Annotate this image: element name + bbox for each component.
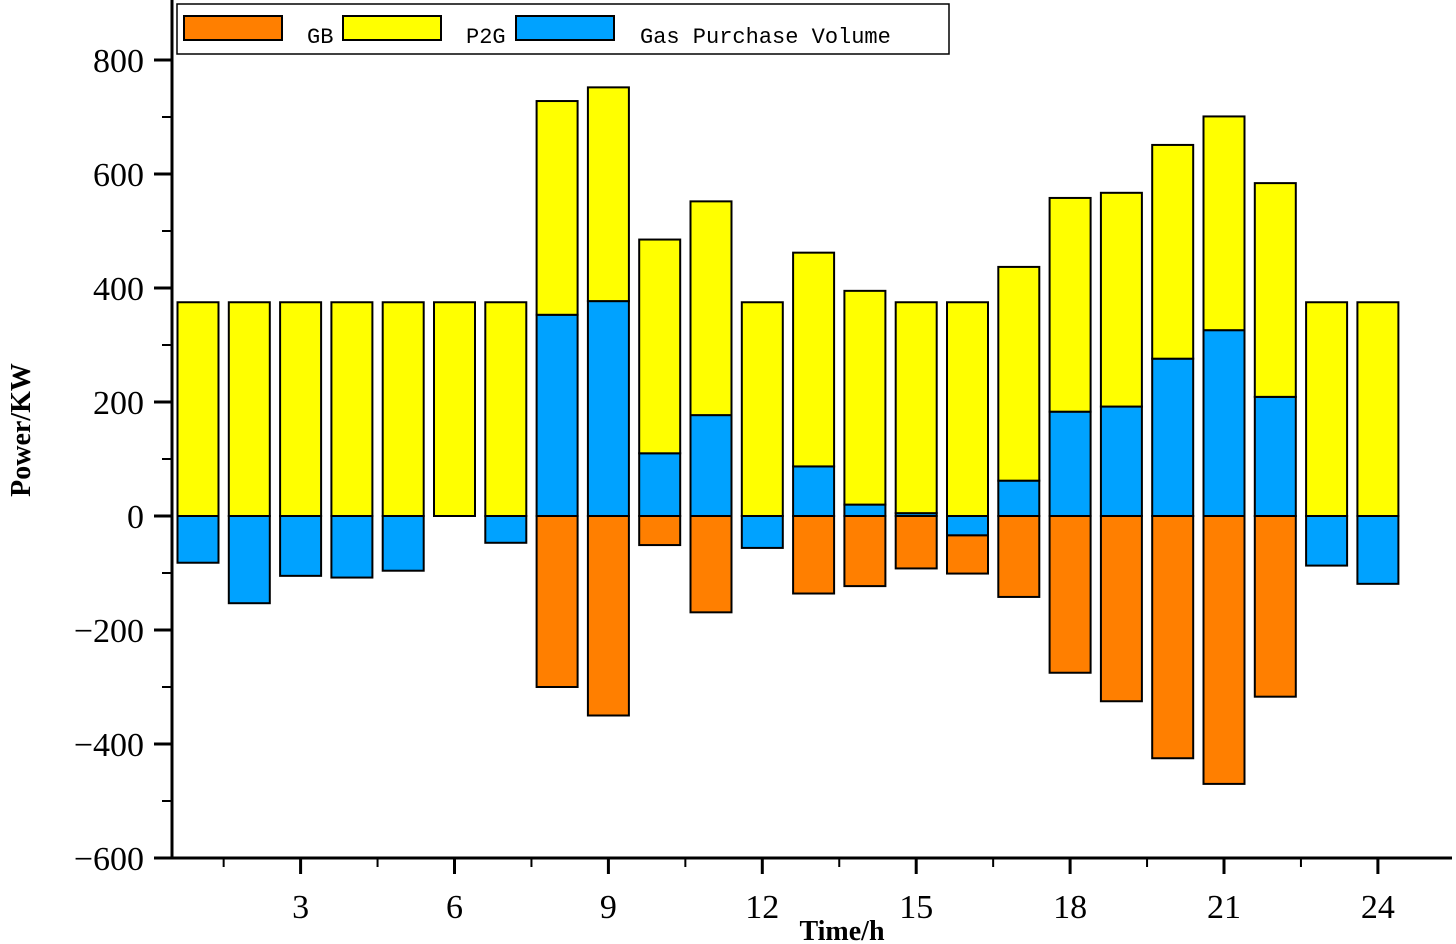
bar-p2g-2: [227, 301, 271, 517]
bar-p2g-22: [1253, 182, 1297, 398]
x-tick-label-15: 15: [899, 889, 933, 926]
bar-p2g-21: [1202, 115, 1246, 332]
x-tick-label-6: 6: [446, 889, 463, 926]
bar-p2g-9: [586, 86, 630, 303]
y-tick-label--600: −600: [74, 841, 144, 878]
legend-swatch-gas-purchase-volume: [515, 15, 615, 41]
bar-p2g-1: [176, 301, 220, 517]
bar-p2g-16: [946, 301, 989, 517]
x-tick-label-18: 18: [1053, 889, 1087, 926]
y-tick-label--200: −200: [74, 613, 144, 650]
bar-gb-19: [1099, 515, 1143, 703]
axes-layer: −600 −400 −200 0 200 400 600 800 3 6 9 12 15 18 21 24: [74, 0, 1452, 926]
bar-gb-9: [586, 515, 630, 717]
bar-p2g-8: [535, 100, 579, 316]
x-tick-label-9: 9: [600, 889, 617, 926]
legend: GB P2G Gas Purchase Volume: [176, 3, 950, 55]
bar-gb-8: [535, 515, 579, 688]
bar-gas-purchase-pos-18: [1048, 410, 1092, 517]
bar-gas-purchase-pos-21: [1202, 329, 1246, 517]
legend-label-gb: GB: [307, 25, 333, 50]
bar-p2g-5: [381, 301, 425, 517]
bar-p2g-11: [689, 200, 733, 417]
bar-p2g-13: [792, 251, 836, 468]
bar-gas-purchase-pos-11: [689, 414, 733, 517]
bar-gas-purchase-neg-2: [227, 515, 271, 605]
bar-p2g-20: [1151, 143, 1195, 360]
bars-layer: [176, 86, 1400, 785]
bar-gas-purchase-neg-23: [1305, 515, 1349, 567]
x-tick-label-3: 3: [292, 889, 309, 926]
bar-gb-16: [946, 534, 989, 575]
legend-label-gas-purchase-volume: Gas Purchase Volume: [640, 25, 891, 50]
legend-swatch-gb: [183, 15, 283, 41]
x-tick-label-24: 24: [1361, 889, 1395, 926]
bar-gas-purchase-pos-19: [1099, 405, 1143, 517]
bar-p2g-24: [1356, 301, 1400, 517]
bar-gb-15: [894, 515, 938, 570]
bar-gas-purchase-neg-24: [1356, 515, 1400, 585]
bar-gb-21: [1202, 515, 1246, 785]
y-tick-label-0: 0: [127, 499, 144, 536]
bar-gas-purchase-neg-7: [484, 515, 528, 544]
bar-gas-purchase-pos-20: [1151, 357, 1195, 517]
y-axis-title: Power/KW: [6, 363, 37, 497]
bar-gas-purchase-pos-10: [638, 452, 682, 517]
bar-p2g-18: [1048, 196, 1092, 413]
y-tick-label-600: 600: [93, 157, 144, 194]
bar-gas-purchase-pos-17: [997, 479, 1041, 518]
y-tick-label-800: 800: [93, 43, 144, 80]
bar-gb-10: [638, 515, 682, 547]
bar-p2g-12: [740, 301, 784, 517]
bar-p2g-15: [894, 301, 938, 515]
bar-gas-purchase-neg-4: [330, 515, 374, 579]
y-tick-label-200: 200: [93, 385, 144, 422]
bar-gb-18: [1048, 515, 1092, 674]
legend-label-p2g: P2G: [466, 25, 506, 50]
bar-gb-22: [1253, 515, 1297, 698]
legend-swatch-p2g: [342, 15, 442, 41]
x-axis-title: Time/h: [799, 916, 884, 944]
bar-gas-purchase-pos-9: [586, 300, 630, 517]
y-tick-label--400: −400: [74, 727, 144, 764]
bar-gas-purchase-neg-5: [381, 515, 425, 572]
bar-p2g-4: [330, 301, 374, 517]
bar-gb-17: [997, 515, 1041, 598]
bar-gb-20: [1151, 515, 1195, 760]
bar-p2g-23: [1305, 301, 1349, 517]
bar-p2g-3: [279, 301, 323, 517]
bar-p2g-7: [484, 301, 528, 517]
x-tick-label-21: 21: [1207, 889, 1241, 926]
bar-p2g-19: [1099, 191, 1143, 408]
bar-gas-purchase-pos-22: [1253, 395, 1297, 517]
x-tick-label-12: 12: [745, 889, 779, 926]
bar-gas-purchase-pos-13: [792, 465, 836, 518]
bar-p2g-6: [433, 301, 476, 517]
bar-gb-11: [689, 515, 733, 614]
bar-gas-purchase-neg-3: [279, 515, 323, 577]
bar-gas-purchase-neg-12: [740, 515, 784, 549]
bar-gb-14: [843, 515, 887, 588]
bar-p2g-10: [638, 238, 682, 455]
bar-p2g-14: [843, 289, 887, 506]
bar-gb-13: [792, 515, 836, 595]
bar-gas-purchase-neg-16: [946, 515, 989, 537]
y-tick-label-400: 400: [93, 271, 144, 308]
bar-p2g-17: [997, 265, 1041, 482]
bar-gas-purchase-neg-1: [176, 515, 220, 564]
bar-gas-purchase-pos-14: [843, 503, 887, 518]
bar-gas-purchase-pos-8: [535, 313, 579, 518]
